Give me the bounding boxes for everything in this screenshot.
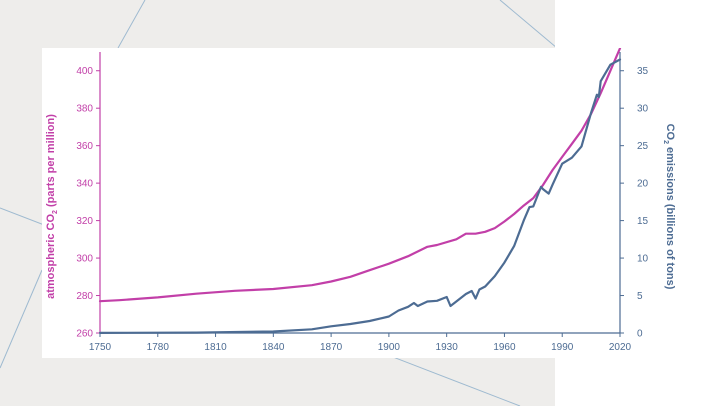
x-tick-label: 1960 <box>493 342 516 353</box>
right-tick-label: 0 <box>637 329 643 340</box>
right-tick-label: 25 <box>637 141 649 152</box>
x-tick-label: 1990 <box>551 342 574 353</box>
right-tick-label: 10 <box>637 254 649 265</box>
left-axis-title: atmospheric CO2 (parts per million) <box>45 114 59 299</box>
x-tick-label: 1840 <box>262 342 285 353</box>
left-tick-label: 320 <box>76 216 93 227</box>
x-tick-label: 1780 <box>147 342 170 353</box>
right-tick-label: 35 <box>637 66 649 77</box>
left-tick-label: 360 <box>76 141 93 152</box>
x-tick-label: 2020 <box>609 342 632 353</box>
x-tick-label: 1810 <box>204 342 227 353</box>
left-tick-label: 340 <box>76 179 93 190</box>
chart-card: 1750 1780 1810 1840 1870 1900 1930 1960 1990 2020… <box>42 48 698 358</box>
series-layer <box>98 48 622 334</box>
tick-labels-layer: 1750 1780 1810 1840 1870 1900 1930 1960 1990 2020… <box>76 66 648 353</box>
left-tick-label: 300 <box>76 254 93 265</box>
right-tick-label: 30 <box>637 104 649 115</box>
left-tick-label: 380 <box>76 104 93 115</box>
right-axis-title: CO2 emissions (billions of tons) <box>662 124 676 290</box>
atmospheric-co2-line <box>98 48 622 303</box>
right-tick-label: 15 <box>637 216 649 227</box>
co2-chart: 1750 1780 1810 1840 1870 1900 1930 1960 1990 2020… <box>45 48 676 353</box>
left-tick-label: 260 <box>76 329 93 340</box>
x-tick-label: 1870 <box>320 342 343 353</box>
co2-emissions-line <box>98 58 622 334</box>
right-tick-label: 20 <box>637 179 649 190</box>
x-tick-label: 1900 <box>378 342 401 353</box>
left-tick-label: 280 <box>76 291 93 302</box>
right-tick-label: 5 <box>637 291 643 302</box>
left-tick-label: 400 <box>76 66 93 77</box>
x-tick-label: 1930 <box>436 342 459 353</box>
x-tick-label: 1750 <box>89 342 112 353</box>
axes-layer <box>96 52 624 337</box>
